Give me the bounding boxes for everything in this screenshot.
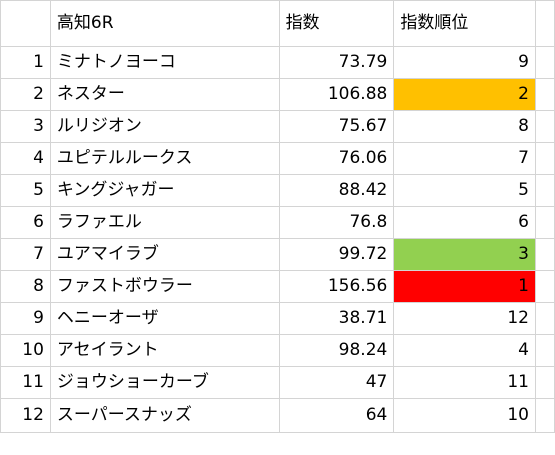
table-row: 8 ファストボウラー 156.56 1 — [0, 270, 555, 303]
index-value-cell[interactable]: 156.56 — [278, 270, 395, 303]
horse-name-cell[interactable]: ルリジオン — [49, 110, 280, 143]
empty-cell[interactable] — [535, 174, 555, 207]
row-number-cell[interactable]: 1 — [0, 46, 51, 79]
horse-name-cell[interactable]: ファストボウラー — [49, 270, 280, 303]
header-cell-rank[interactable]: 指数順位 — [393, 0, 536, 47]
horse-name-cell[interactable]: ユアマイラブ — [49, 238, 280, 271]
horse-name-cell[interactable]: アセイラント — [49, 334, 280, 367]
index-value-cell[interactable]: 99.72 — [278, 238, 395, 271]
rank-value-cell[interactable]: 6 — [393, 206, 536, 239]
row-number-cell[interactable]: 8 — [0, 270, 51, 303]
empty-cell[interactable] — [535, 270, 555, 303]
empty-cell[interactable] — [535, 0, 555, 47]
horse-name-cell[interactable]: ヘニーオーザ — [49, 302, 280, 335]
empty-cell[interactable] — [535, 238, 555, 271]
row-number-cell[interactable]: 2 — [0, 78, 51, 111]
index-value-cell[interactable]: 106.88 — [278, 78, 395, 111]
table-row: 11 ジョウショーカーブ 47 11 — [0, 366, 555, 399]
index-value-cell[interactable]: 47 — [278, 366, 395, 399]
header-cell-row-number[interactable] — [0, 0, 51, 47]
row-number-cell[interactable]: 6 — [0, 206, 51, 239]
row-number-cell[interactable]: 7 — [0, 238, 51, 271]
rank-value-cell[interactable]: 8 — [393, 110, 536, 143]
rank-value-cell[interactable]: 12 — [393, 302, 536, 335]
table-row: 3 ルリジオン 75.67 8 — [0, 110, 555, 143]
row-number-cell[interactable]: 3 — [0, 110, 51, 143]
horse-name-cell[interactable]: スーパースナッズ — [49, 398, 280, 433]
horse-name-cell[interactable]: ネスター — [49, 78, 280, 111]
index-value-cell[interactable]: 76.8 — [278, 206, 395, 239]
rank-value-cell[interactable]: 9 — [393, 46, 536, 79]
index-value-cell[interactable]: 75.67 — [278, 110, 395, 143]
header-cell-race[interactable]: 高知6R — [49, 0, 280, 47]
spreadsheet-grid: 高知6R 指数 指数順位 1 ミナトノヨーコ 73.79 9 2 ネスター 106.88 2 3… — [0, 0, 555, 433]
header-cell-index[interactable]: 指数 — [278, 0, 395, 47]
horse-name-cell[interactable]: キングジャガー — [49, 174, 280, 207]
index-value-cell[interactable]: 38.71 — [278, 302, 395, 335]
rank-value-cell[interactable]: 1 — [393, 270, 536, 303]
horse-name-cell[interactable]: ジョウショーカーブ — [49, 366, 280, 399]
rank-value-cell[interactable]: 11 — [393, 366, 536, 399]
table-row: 10 アセイラント 98.24 4 — [0, 334, 555, 367]
empty-cell[interactable] — [535, 46, 555, 79]
horse-name-cell[interactable]: ミナトノヨーコ — [49, 46, 280, 79]
empty-cell[interactable] — [535, 302, 555, 335]
rank-value-cell[interactable]: 2 — [393, 78, 536, 111]
row-number-cell[interactable]: 4 — [0, 142, 51, 175]
table-row: 6 ラファエル 76.8 6 — [0, 206, 555, 239]
table-row: 12 スーパースナッズ 64 10 — [0, 398, 555, 433]
empty-cell[interactable] — [535, 206, 555, 239]
table-row: 1 ミナトノヨーコ 73.79 9 — [0, 46, 555, 79]
table-row: 4 ユピテルルークス 76.06 7 — [0, 142, 555, 175]
table-row: 5 キングジャガー 88.42 5 — [0, 174, 555, 207]
row-number-cell[interactable]: 9 — [0, 302, 51, 335]
index-value-cell[interactable]: 98.24 — [278, 334, 395, 367]
table-row: 2 ネスター 106.88 2 — [0, 78, 555, 111]
empty-cell[interactable] — [535, 78, 555, 111]
rank-value-cell[interactable]: 10 — [393, 398, 536, 433]
empty-cell[interactable] — [535, 110, 555, 143]
empty-cell[interactable] — [535, 142, 555, 175]
table-row: 9 ヘニーオーザ 38.71 12 — [0, 302, 555, 335]
header-row: 高知6R 指数 指数順位 — [0, 0, 555, 47]
index-value-cell[interactable]: 88.42 — [278, 174, 395, 207]
row-number-cell[interactable]: 10 — [0, 334, 51, 367]
rank-value-cell[interactable]: 4 — [393, 334, 536, 367]
empty-cell[interactable] — [535, 398, 555, 433]
row-number-cell[interactable]: 11 — [0, 366, 51, 399]
horse-name-cell[interactable]: ラファエル — [49, 206, 280, 239]
table-row: 7 ユアマイラブ 99.72 3 — [0, 238, 555, 271]
sheet-body: 高知6R 指数 指数順位 1 ミナトノヨーコ 73.79 9 2 ネスター 106.88 2 3… — [0, 0, 555, 433]
row-number-cell[interactable]: 5 — [0, 174, 51, 207]
index-value-cell[interactable]: 64 — [278, 398, 395, 433]
empty-cell[interactable] — [535, 366, 555, 399]
rank-value-cell[interactable]: 3 — [393, 238, 536, 271]
horse-name-cell[interactable]: ユピテルルークス — [49, 142, 280, 175]
rank-value-cell[interactable]: 7 — [393, 142, 536, 175]
index-value-cell[interactable]: 76.06 — [278, 142, 395, 175]
empty-cell[interactable] — [535, 334, 555, 367]
row-number-cell[interactable]: 12 — [0, 398, 51, 433]
rank-value-cell[interactable]: 5 — [393, 174, 536, 207]
index-value-cell[interactable]: 73.79 — [278, 46, 395, 79]
